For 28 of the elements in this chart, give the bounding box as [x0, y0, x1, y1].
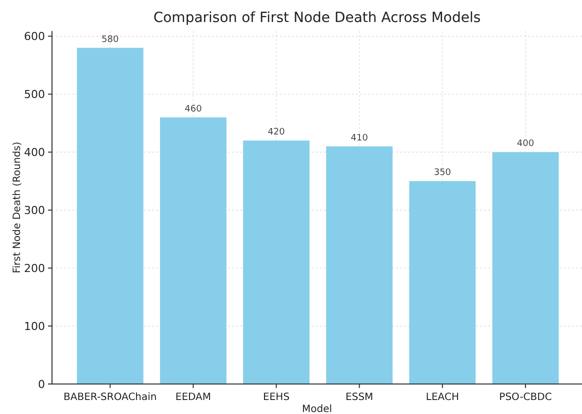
data-label: 580: [102, 34, 120, 45]
x-tick-label: EEDAM: [175, 392, 212, 403]
y-tick-label: 100: [24, 320, 45, 333]
x-tick-label: EEHS: [263, 392, 290, 403]
y-tick-label: 400: [24, 146, 45, 159]
y-axis-title: First Node Death (Rounds): [12, 142, 23, 274]
data-label: 400: [516, 139, 534, 150]
data-label: 460: [184, 104, 202, 114]
x-tick-label: BABER-SROAChain: [64, 392, 157, 403]
y-tick-label: 300: [24, 204, 45, 217]
y-tick-label: 200: [24, 262, 45, 275]
chart-title: Comparison of First Node Death Across Models: [153, 10, 481, 26]
bar: [76, 48, 144, 384]
data-label: 350: [434, 168, 452, 178]
x-tick-label: LEACH: [426, 392, 459, 403]
bar: [160, 117, 226, 384]
bar: [243, 140, 310, 384]
x-tick-label: ESSM: [346, 392, 374, 403]
y-tick-label: 500: [24, 88, 45, 102]
y-tick-label: 0: [38, 378, 45, 391]
bar: [492, 152, 559, 384]
y-tick-label: 600: [24, 30, 45, 44]
bar: [409, 181, 476, 384]
x-axis-title: Model: [302, 404, 332, 414]
data-label: 410: [350, 133, 368, 144]
x-tick-label: PSO-CBDC: [499, 392, 552, 403]
bar: [326, 146, 393, 384]
data-label: 420: [268, 128, 286, 138]
